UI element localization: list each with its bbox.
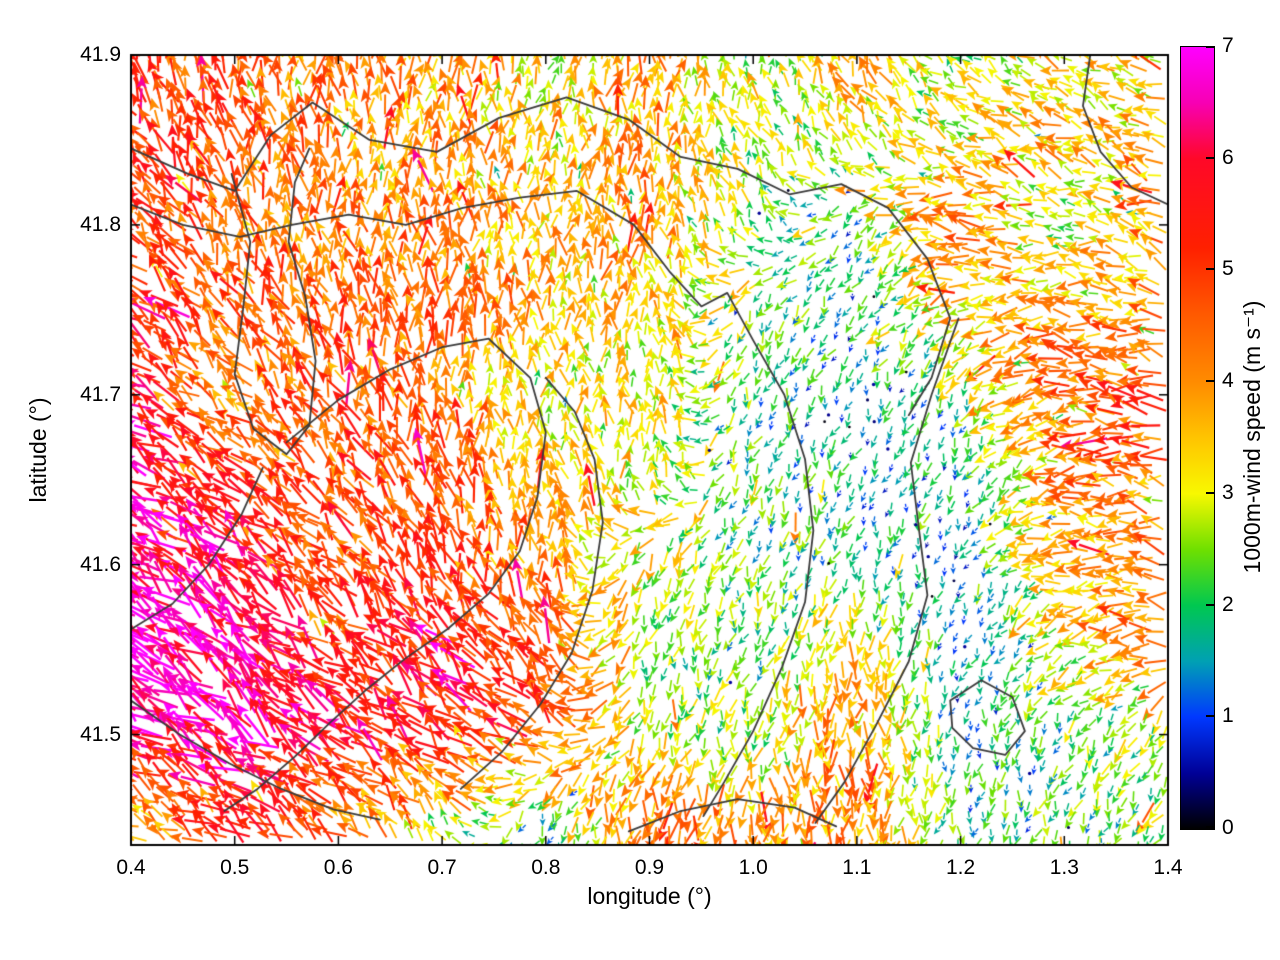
- wind-map-figure: longitude (°) latitude (°) 1000m-wind sp…: [0, 0, 1280, 960]
- wind-vector-field-canvas: [0, 0, 1280, 960]
